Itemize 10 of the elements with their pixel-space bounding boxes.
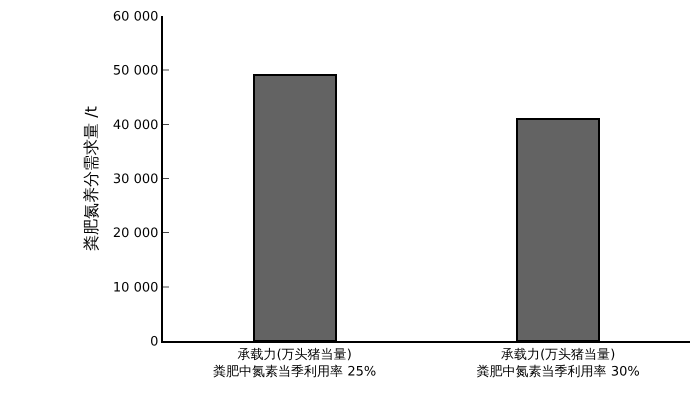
y-tick-label: 50 000	[112, 64, 158, 79]
x-tick-label: 承载力(万头猪当量) 粪肥中氮素当季利用率 30%	[476, 348, 640, 380]
y-tick-label: 0	[150, 334, 158, 350]
y-tick-label: 20 000	[112, 226, 158, 242]
y-tick-label: 60 000	[112, 10, 158, 25]
y-axis-title: 粪肥氮养分需求量 /t	[81, 106, 100, 251]
y-tick-label: 30 000	[112, 172, 158, 188]
x-tick-label: 承载力(万头猪当量) 粪肥中氮素当季利用率 25%	[213, 348, 376, 380]
y-tick-label: 40 000	[112, 118, 158, 133]
y-tick-label: 10 000	[112, 280, 158, 296]
